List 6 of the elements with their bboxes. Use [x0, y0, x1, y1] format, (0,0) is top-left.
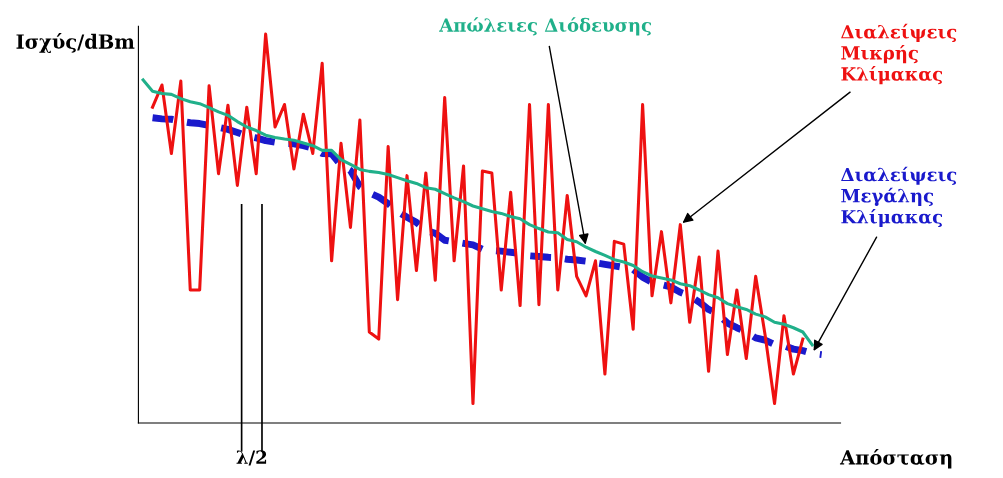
- text: Απώλειες Διόδευσης: [439, 17, 651, 36]
- y-axis-title: Ισχύς/dBm: [16, 33, 135, 53]
- text: Διαλείψεις Μεγάλης Κλίμακας: [841, 166, 957, 228]
- text: Διαλείψεις Μικρής Κλίμακας: [841, 23, 957, 85]
- text: λ/2: [236, 450, 267, 466]
- x-axis-title: Απόσταση: [839, 448, 952, 469]
